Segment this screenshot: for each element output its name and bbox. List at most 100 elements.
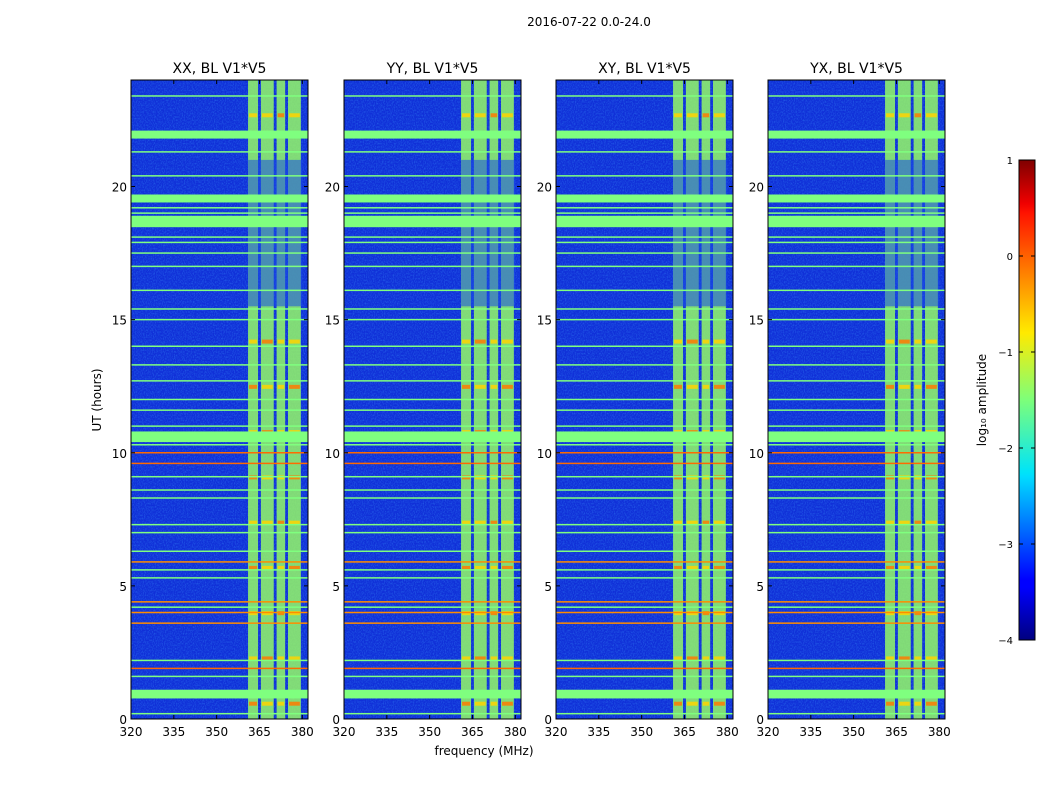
rfi-hotspot	[886, 656, 895, 661]
flag-line	[556, 380, 733, 382]
flag-line	[344, 318, 521, 321]
rfi-hotspot	[502, 384, 513, 389]
rfi-hotspot	[277, 565, 285, 570]
rfi-hotspot	[462, 520, 471, 525]
flag-line	[556, 398, 733, 401]
flag-line	[556, 409, 733, 411]
rfi-hotspot	[289, 113, 300, 118]
rfi-hotspot	[462, 565, 471, 570]
rfi-hotspot	[261, 384, 273, 389]
rfi-hotspot	[490, 656, 498, 661]
flag-line	[131, 523, 308, 526]
flag-line	[768, 236, 945, 238]
flag-line	[344, 569, 521, 571]
rfi-hotspot	[474, 113, 486, 118]
quiet-region	[673, 159, 728, 307]
flag-line	[344, 236, 521, 238]
flag-line	[131, 252, 308, 254]
rfi-hotspot	[674, 701, 683, 706]
rfi-hotspot	[886, 113, 895, 118]
flag-line	[556, 444, 733, 446]
y-tick-label: 0	[119, 713, 127, 727]
x-tick-label: 320	[545, 725, 568, 739]
flag-band	[556, 689, 733, 698]
rfi-hotspot	[686, 339, 698, 344]
rfi-hotspot	[277, 701, 285, 706]
rfi-hotspot	[249, 520, 258, 525]
rfi-hotspot	[490, 384, 498, 389]
x-tick-label: 320	[120, 725, 143, 739]
rfi-hotspot	[502, 656, 513, 661]
flag-line	[344, 398, 521, 401]
flag-line	[768, 712, 945, 715]
rfi-hotspot	[490, 565, 498, 570]
flag-line	[556, 531, 733, 534]
panel-frame	[767, 79, 946, 720]
flag-line	[556, 577, 733, 579]
flag-line	[131, 345, 308, 347]
flag-line	[131, 550, 308, 553]
rfi-hotspot	[490, 113, 498, 118]
rfi-hotspot	[926, 656, 937, 661]
flag-line	[556, 550, 733, 553]
colorbar-label: log₁₀ amplitude	[975, 354, 989, 446]
y-tick-label: 10	[325, 447, 340, 461]
flag-line	[556, 95, 733, 97]
flag-line	[768, 212, 945, 214]
flag-line	[344, 675, 521, 678]
flag-band	[344, 130, 521, 139]
rfi-hotspot	[674, 384, 683, 389]
flag-line	[768, 409, 945, 411]
rfi-hotspot	[714, 520, 725, 525]
rfi-hotspot	[702, 656, 710, 661]
flag-line	[556, 659, 733, 662]
rfi-hotspot	[289, 656, 300, 661]
y-tick-label: 5	[119, 580, 127, 594]
x-tick-label: 320	[757, 725, 780, 739]
flag-line	[768, 398, 945, 401]
y-tick-label: 15	[537, 314, 552, 328]
flag-line	[131, 475, 308, 478]
panel-title: YX, BL V1*V5	[809, 61, 903, 77]
flag-band	[344, 689, 521, 698]
flag-line	[768, 667, 945, 670]
y-tick-label: 0	[756, 713, 764, 727]
x-tick-label: 380	[504, 725, 527, 739]
rfi-hotspot	[898, 520, 910, 525]
rfi-hotspot	[502, 113, 513, 118]
panel-1: XX, BL V1*V5 320 335 350 365 380 0 5 10 15 20	[112, 61, 314, 739]
flag-line	[344, 151, 521, 153]
flag-line	[556, 569, 733, 571]
y-tick-label: 15	[112, 314, 127, 328]
flag-line	[131, 659, 308, 662]
flag-line	[556, 212, 733, 214]
flag-line	[768, 531, 945, 534]
flag-line	[131, 569, 308, 571]
flag-line	[131, 531, 308, 534]
rfi-hotspot	[914, 656, 922, 661]
rfi-hotspot	[490, 520, 498, 525]
rfi-hotspot	[702, 339, 710, 344]
flag-line	[556, 236, 733, 238]
colorbar-tick-label: −3	[998, 540, 1013, 551]
flag-line	[556, 308, 733, 310]
rfi-hotspot	[474, 520, 486, 525]
rfi-hotspot	[474, 565, 486, 570]
rfi-hotspot	[702, 520, 710, 525]
flag-line	[131, 380, 308, 382]
rfi-hotspot	[249, 656, 258, 661]
flag-line	[131, 398, 308, 401]
x-tick-label: 365	[673, 725, 696, 739]
flag-line	[556, 151, 733, 153]
flag-line	[768, 289, 945, 292]
rfi-hotspot	[714, 384, 725, 389]
y-tick-label: 5	[544, 580, 552, 594]
flag-line	[131, 212, 308, 214]
colorbar-tick-label: −2	[998, 444, 1013, 455]
rfi-hotspot	[926, 113, 937, 118]
x-tick-label: 350	[842, 725, 865, 739]
colorbar-ticks: 1 0 −1 −2 −3 −4	[998, 156, 1035, 647]
flag-band	[768, 194, 945, 203]
rfi-hotspot	[490, 701, 498, 706]
